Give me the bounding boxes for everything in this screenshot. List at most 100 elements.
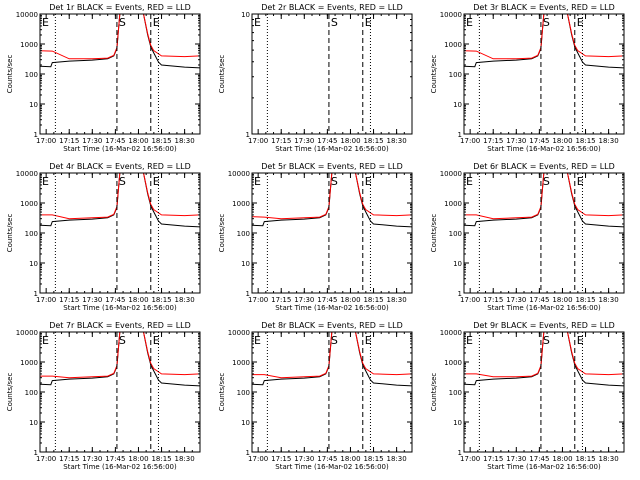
y-axis-label: Counts/sec bbox=[218, 214, 226, 253]
plot-frame bbox=[463, 172, 625, 294]
x-axis-label: Start Time (16-Mar-02 16:56:00) bbox=[275, 463, 389, 471]
plot-frame bbox=[251, 172, 413, 294]
panel-title: Det 1r BLACK = Events, RED = LLD bbox=[49, 3, 191, 12]
y-axis-label: Counts/sec bbox=[6, 373, 14, 412]
y-axis-label: Counts/sec bbox=[430, 214, 438, 253]
panel-title: Det 6r BLACK = Events, RED = LLD bbox=[473, 162, 615, 171]
x-tick-label: 18:30 bbox=[599, 296, 619, 304]
y-axis-label: Counts/sec bbox=[6, 55, 14, 94]
marker-label: S bbox=[331, 175, 338, 188]
x-tick-label: 17:45 bbox=[105, 455, 125, 463]
x-tick-label: 17:45 bbox=[105, 137, 125, 145]
y-tick-label: 1 bbox=[246, 449, 250, 457]
series-line-2 bbox=[252, 332, 412, 379]
x-tick-label: 18:15 bbox=[151, 137, 171, 145]
panel-title: Det 8r BLACK = Events, RED = LLD bbox=[261, 321, 403, 330]
panel-title: Det 3r BLACK = Events, RED = LLD bbox=[473, 3, 615, 12]
x-tick-label: 17:15 bbox=[59, 296, 79, 304]
x-axis-label: Start Time (16-Mar-02 16:56:00) bbox=[275, 145, 389, 153]
x-tick-label: 17:00 bbox=[36, 455, 56, 463]
panel-title: Det 5r BLACK = Events, RED = LLD bbox=[261, 162, 403, 171]
y-tick-label: 10 bbox=[453, 260, 462, 268]
x-axis-label: Start Time (16-Mar-02 16:56:00) bbox=[63, 463, 177, 471]
marker-label: E bbox=[153, 175, 160, 188]
x-axis-label: Start Time (16-Mar-02 16:56:00) bbox=[63, 145, 177, 153]
x-tick-label: 17:45 bbox=[529, 296, 549, 304]
x-tick-label: 18:15 bbox=[363, 137, 383, 145]
y-tick-label: 1000 bbox=[20, 200, 38, 208]
series-line-2 bbox=[40, 332, 200, 379]
marker-label: E bbox=[577, 334, 584, 347]
y-tick-label: 10000 bbox=[228, 170, 250, 178]
y-axis-label: Counts/sec bbox=[430, 55, 438, 94]
x-tick-label: 18:15 bbox=[575, 296, 595, 304]
x-tick-label: 18:30 bbox=[387, 137, 407, 145]
y-tick-label: 100 bbox=[449, 389, 462, 397]
y-tick-label: 10 bbox=[241, 419, 250, 427]
marker-label: E bbox=[365, 175, 372, 188]
x-tick-label: 17:30 bbox=[506, 137, 526, 145]
y-tick-label: 1 bbox=[458, 449, 462, 457]
y-tick-label: 10000 bbox=[440, 170, 462, 178]
y-tick-label: 10 bbox=[453, 101, 462, 109]
marker-label: E bbox=[365, 334, 372, 347]
y-tick-label: 1 bbox=[246, 290, 250, 298]
x-tick-label: 17:15 bbox=[271, 137, 291, 145]
marker-label: S bbox=[331, 334, 338, 347]
x-tick-label: 17:30 bbox=[294, 137, 314, 145]
series-line-2 bbox=[464, 14, 624, 60]
y-tick-label: 10 bbox=[241, 260, 250, 268]
marker-label: E bbox=[577, 16, 584, 29]
x-tick-label: 18:00 bbox=[340, 296, 360, 304]
panel-title: Det 9r BLACK = Events, RED = LLD bbox=[473, 321, 615, 330]
x-tick-label: 17:15 bbox=[483, 455, 503, 463]
x-tick-label: 18:15 bbox=[151, 296, 171, 304]
panel-title: Det 2r BLACK = Events, RED = LLD bbox=[261, 3, 403, 12]
x-tick-label: 18:30 bbox=[599, 137, 619, 145]
panel-title: Det 7r BLACK = Events, RED = LLD bbox=[49, 321, 191, 330]
y-tick-label: 100 bbox=[25, 230, 38, 238]
y-tick-label: 1 bbox=[246, 131, 250, 139]
x-axis-label: Start Time (16-Mar-02 16:56:00) bbox=[487, 145, 601, 153]
marker-label: E bbox=[254, 16, 261, 29]
x-tick-label: 18:00 bbox=[552, 296, 572, 304]
x-tick-label: 18:00 bbox=[340, 455, 360, 463]
marker-label: E bbox=[42, 175, 49, 188]
y-tick-label: 10 bbox=[453, 419, 462, 427]
series-line-2 bbox=[464, 173, 624, 220]
x-axis-label: Start Time (16-Mar-02 16:56:00) bbox=[275, 304, 389, 312]
x-tick-label: 18:15 bbox=[363, 296, 383, 304]
x-axis-label: Start Time (16-Mar-02 16:56:00) bbox=[63, 304, 177, 312]
y-tick-label: 10 bbox=[29, 101, 38, 109]
y-tick-label: 10 bbox=[241, 11, 250, 19]
x-tick-label: 17:30 bbox=[294, 296, 314, 304]
y-tick-label: 100 bbox=[449, 230, 462, 238]
x-tick-label: 18:15 bbox=[151, 455, 171, 463]
y-axis-label: Counts/sec bbox=[218, 55, 226, 94]
x-tick-label: 17:15 bbox=[59, 455, 79, 463]
x-tick-label: 17:00 bbox=[36, 296, 56, 304]
y-tick-label: 10000 bbox=[228, 329, 250, 337]
x-tick-label: 17:00 bbox=[248, 455, 268, 463]
x-tick-label: 18:00 bbox=[128, 296, 148, 304]
x-tick-label: 18:00 bbox=[552, 137, 572, 145]
marker-label: E bbox=[466, 175, 473, 188]
x-tick-label: 17:30 bbox=[294, 455, 314, 463]
y-tick-label: 10000 bbox=[16, 170, 38, 178]
x-tick-label: 18:30 bbox=[175, 296, 195, 304]
plot-frame bbox=[39, 172, 201, 294]
marker-label: E bbox=[466, 334, 473, 347]
x-tick-label: 17:45 bbox=[105, 296, 125, 304]
y-tick-label: 10000 bbox=[440, 329, 462, 337]
x-tick-label: 17:30 bbox=[82, 455, 102, 463]
series-line-2 bbox=[40, 173, 200, 220]
marker-label: E bbox=[466, 16, 473, 29]
